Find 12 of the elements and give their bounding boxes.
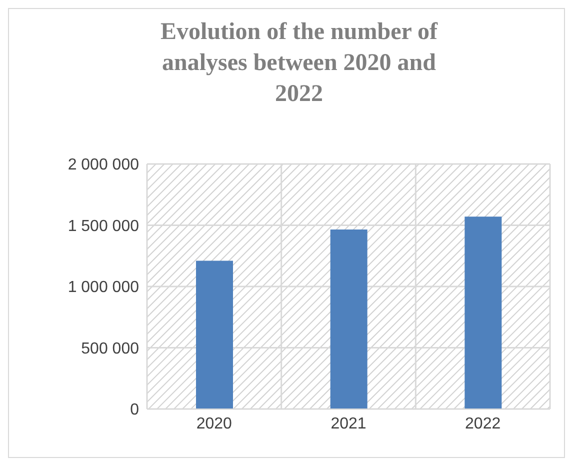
y-tick-label: 0: [130, 402, 140, 419]
y-tick-label: 2 000 000: [68, 156, 140, 174]
bar: [330, 230, 368, 409]
y-tick-label: 500 000: [81, 340, 140, 358]
chart-title: Evolution of the number of analyses between 2020 and 2022: [160, 18, 439, 109]
x-tick-label: 2020: [196, 415, 232, 432]
x-tick-label: 2022: [465, 415, 501, 432]
x-tick-label: 2021: [330, 415, 366, 432]
y-tick-label: 1 000 000: [68, 279, 140, 296]
bar: [196, 260, 233, 409]
y-tick-label: 1 500 000: [68, 218, 140, 235]
bar: [464, 216, 502, 409]
